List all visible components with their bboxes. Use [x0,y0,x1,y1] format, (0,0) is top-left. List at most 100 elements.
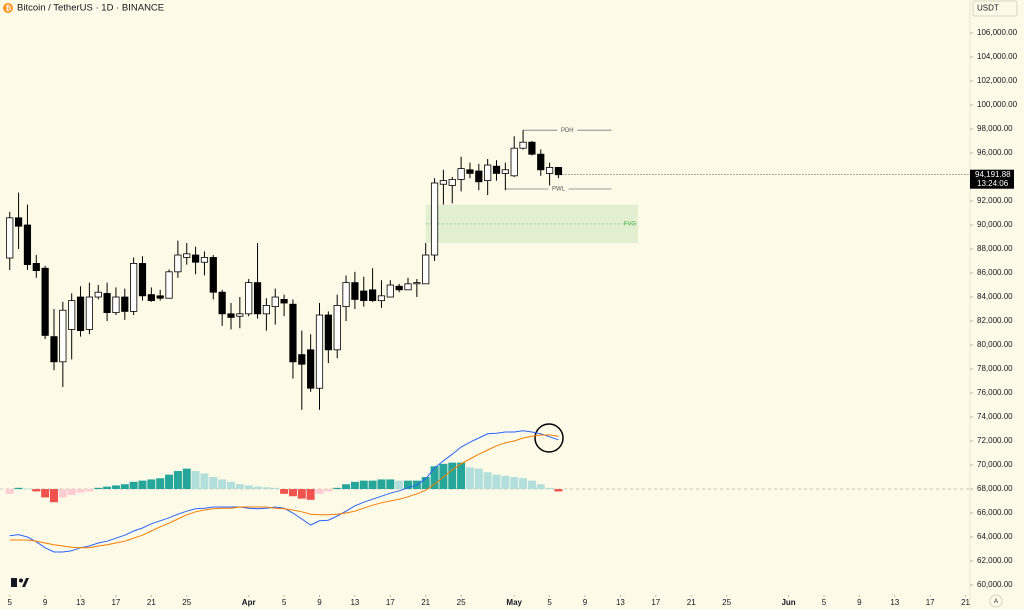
tradingview-logo [11,578,29,587]
macd-histogram-bar [421,477,430,490]
x-tick-label: 13 [350,598,359,607]
candle-body [50,336,58,363]
candle-body [510,147,518,177]
candle-body [492,165,501,174]
y-tick-label: 86,000.00 [977,268,1013,277]
candle-body [537,153,545,171]
x-tick-label: 13 [616,598,625,607]
candle-body [519,141,527,149]
x-tick-label: 9 [317,598,322,607]
currency-button[interactable] [972,0,1018,17]
fvg-label: FVG [624,221,637,227]
candle-body [360,290,368,302]
chart-title: Bitcoin / TetherUS · 1D · BINANCE [17,3,164,14]
macd-histogram-bar [165,474,174,490]
candle-body [174,254,182,273]
macd-histogram-bar [120,484,129,490]
macd-histogram-bar [49,489,58,503]
x-tick-label: 9 [857,598,862,607]
macd-histogram-bar [138,480,147,490]
x-tick-label: 17 [111,598,120,607]
macd-histogram-bar [111,485,120,490]
macd-histogram-bar [474,468,483,490]
macd-histogram-bar [359,480,368,490]
candle-body [342,282,350,308]
auto-scale-label[interactable]: A [994,599,998,605]
candle-body [59,309,67,363]
candle-body [501,169,509,174]
macd-histogram-bar [536,484,545,490]
macd-histogram-bar [218,479,227,490]
currency-label[interactable]: USDT [977,4,999,13]
macd-histogram-bar [67,489,76,496]
macd-histogram-bar [253,486,262,490]
candle-body [191,254,200,263]
macd-histogram-bar [457,462,466,490]
candle-body [112,296,120,314]
countdown-label: 13:24:06 [977,179,1009,188]
macd-histogram-bar [377,479,386,490]
y-tick-label: 78,000.00 [977,364,1013,373]
macd-histogram-bar [173,471,182,490]
candle-body [528,141,536,155]
candle-body [475,170,483,183]
y-tick-label: 72,000.00 [977,436,1013,445]
y-tick-label: 82,000.00 [977,316,1013,325]
y-tick-label: 62,000.00 [977,556,1013,565]
macd-histogram-bar [23,488,32,490]
candle-body [76,296,85,332]
macd-histogram-bar [510,477,519,490]
y-tick-label: 68,000.00 [977,484,1013,493]
y-tick-label: 80,000.00 [977,340,1013,349]
candle-body [253,282,262,315]
y-tick-label: 64,000.00 [977,532,1013,541]
auto-scale-button[interactable] [989,594,1003,608]
x-tick-label: 9 [43,598,48,607]
x-tick-label: 13 [890,598,899,607]
bitcoin-icon [3,3,13,13]
last-price-label: 94,191.88 [975,170,1011,179]
last-price-box [970,169,1014,189]
candle-body [307,349,315,389]
y-tick-label: 100,000.00 [977,100,1018,109]
candle-body [298,354,306,365]
y-tick-label: 74,000.00 [977,412,1013,421]
candle-body [130,263,138,312]
candle-body [138,263,147,297]
x-tick-label: 17 [651,598,660,607]
annotation-circle [534,423,564,453]
macd-line [9,430,559,553]
macd-histogram-bar [519,478,528,490]
candle-body [369,289,377,302]
candle-body [413,282,421,285]
macd-histogram-bar [271,487,280,490]
candle-body [430,182,439,256]
candle-body [404,283,412,291]
macd-histogram-bar [395,480,404,490]
candle-body [262,305,270,315]
macd-histogram-bar [191,471,200,490]
candle-body [324,314,332,351]
macd-histogram-bar [280,489,289,494]
y-tick-label: 66,000.00 [977,508,1013,517]
macd-histogram-bar [85,489,94,492]
candle-body [236,313,244,317]
candle-body [271,296,279,308]
x-tick-label: 25 [457,598,466,607]
macd-histogram-bar [103,486,112,490]
macd-histogram-bar [324,489,333,492]
macd-histogram-bar [226,481,235,490]
macd-histogram-bar [492,474,501,490]
x-tick-label: 5 [8,598,13,607]
y-tick-label: 104,000.00 [977,52,1018,61]
macd-histogram-bar [182,468,191,490]
macd-histogram-bar [156,478,165,490]
macd-histogram-bar [465,467,474,490]
macd-histogram-bar [288,489,297,497]
macd-histogram-bar [58,489,67,498]
level-label: PDH [561,128,574,134]
y-tick-label: 60,000.00 [977,580,1013,589]
macd-histogram-bar [244,485,253,490]
